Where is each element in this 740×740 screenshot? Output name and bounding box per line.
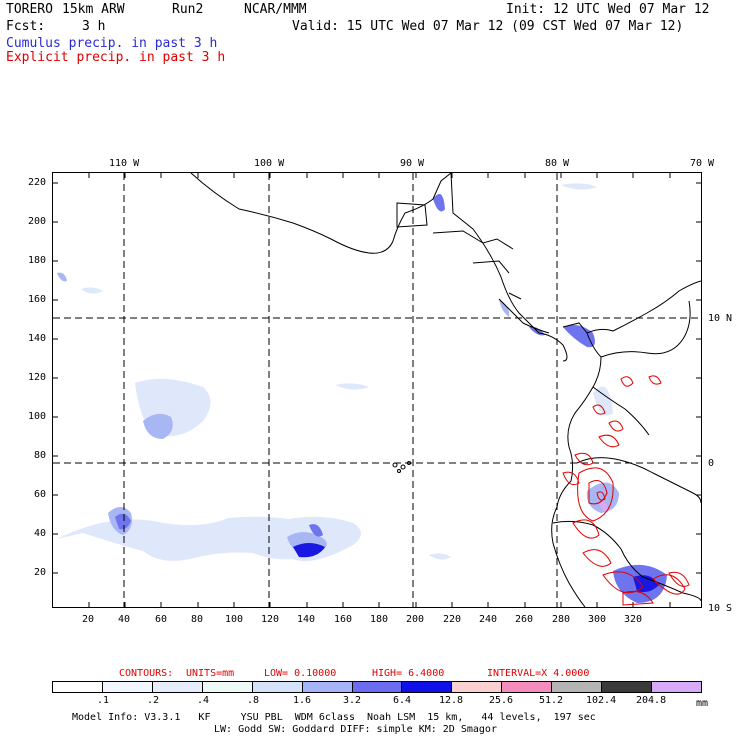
y-tick-label: 100 [28,411,47,422]
y-tick-label: 40 [34,528,47,539]
x-tick-label: 80 [191,614,204,625]
colorbar-label: 12.8 [439,695,464,706]
colorbar-label: .4 [197,695,210,706]
x-tick-label: 240 [479,614,498,625]
x-tick-label: 140 [297,614,316,625]
colorbar-swatch [352,682,403,692]
colorbar-label: 102.4 [586,695,617,706]
colorbar-swatch [202,682,253,692]
colorbar-label: 204.8 [636,695,667,706]
x-tick-label: 220 [443,614,462,625]
x-tick-label: 120 [261,614,280,625]
colorbar-swatch [402,682,453,692]
y-tick-label: 160 [28,294,47,305]
lat-label: 0 [708,458,715,469]
colorbar-swatch [53,682,103,692]
lon-label: 70 W [690,158,715,169]
organization-label: NCAR/MMM [244,2,307,17]
x-tick-label: 280 [552,614,571,625]
colorbar-swatch [252,682,303,692]
lon-label: 80 W [545,158,570,169]
y-tick-label: 60 [34,489,47,500]
x-tick-label: 40 [118,614,131,625]
y-tick-label: 80 [34,450,47,461]
colorbar-swatch [302,682,353,692]
y-tick-label: 120 [28,372,47,383]
lat-label: 10 N [708,313,733,324]
colorbar-swatch [452,682,503,692]
contours-interval: INTERVAL=X 4.0000 [487,668,590,679]
colorbar-label: 25.6 [489,695,514,706]
y-tick-label: 20 [34,567,47,578]
coastlines [190,172,702,608]
explicit-precip-title: Explicit precip. in past 3 h [6,50,226,65]
colorbar-label: .2 [147,695,160,706]
cumulus-precip-title: Cumulus precip. in past 3 h [6,36,218,51]
colorbar-label: 1.6 [293,695,312,706]
map-canvas [53,172,702,608]
x-tick-label: 180 [370,614,389,625]
contours-low: LOW= 0.10000 [264,668,337,679]
colorbar-label: .8 [247,695,260,706]
forecast-hours: 3 h [82,19,106,34]
model-info-line: Model Info: V3.3.1 KF YSU PBL WDM 6class… [72,712,596,723]
x-tick-label: 300 [588,614,607,625]
contours-label: CONTOURS: [119,668,174,679]
x-tick-label: 60 [155,614,168,625]
x-tick-label: 320 [624,614,643,625]
model-resolution: 15km ARW [62,2,125,17]
forecast-label: Fcst: [6,19,46,34]
colorbar-unit: mm [696,698,709,709]
colorbar-label: 3.2 [343,695,362,706]
explicit-precip-contours [562,375,690,606]
y-tick-label: 180 [28,255,47,266]
cumulus-precip-areas [57,183,667,603]
colorbar-swatch [652,682,701,692]
x-tick-label: 20 [82,614,95,625]
colorbar-swatch [152,682,203,692]
colorbar-swatch [502,682,553,692]
colorbar-swatch [102,682,153,692]
lon-label: 110 W [109,158,140,169]
init-time: Init: 12 UTC Wed 07 Mar 12 [506,2,710,17]
lat-label: 10 S [708,603,733,614]
map-plot-area [52,172,702,608]
precip-colorbar [52,681,702,693]
contours-high: HIGH= 6.4000 [372,668,445,679]
y-tick-label: 200 [28,216,47,227]
colorbar-label: 6.4 [393,695,412,706]
valid-time: Valid: 15 UTC Wed 07 Mar 12 (09 CST Wed … [292,19,684,34]
x-tick-label: 160 [334,614,353,625]
lon-label: 100 W [254,158,285,169]
colorbar-swatch [552,682,603,692]
model-name: TORERO [6,2,53,17]
colorbar-label: .1 [97,695,110,706]
lon-label: 90 W [400,158,425,169]
y-tick-label: 220 [28,177,47,188]
x-tick-label: 100 [225,614,244,625]
colorbar-label: 51.2 [539,695,564,706]
colorbar-swatch [602,682,653,692]
x-tick-label: 260 [515,614,534,625]
x-tick-label: 200 [406,614,425,625]
contours-units: UNITS=mm [186,668,235,679]
frame-ticks [53,173,701,607]
physics-info-line: LW: Godd SW: Goddard DIFF: simple KM: 2D… [214,724,497,735]
y-tick-label: 140 [28,333,47,344]
run-label: Run2 [172,2,204,17]
